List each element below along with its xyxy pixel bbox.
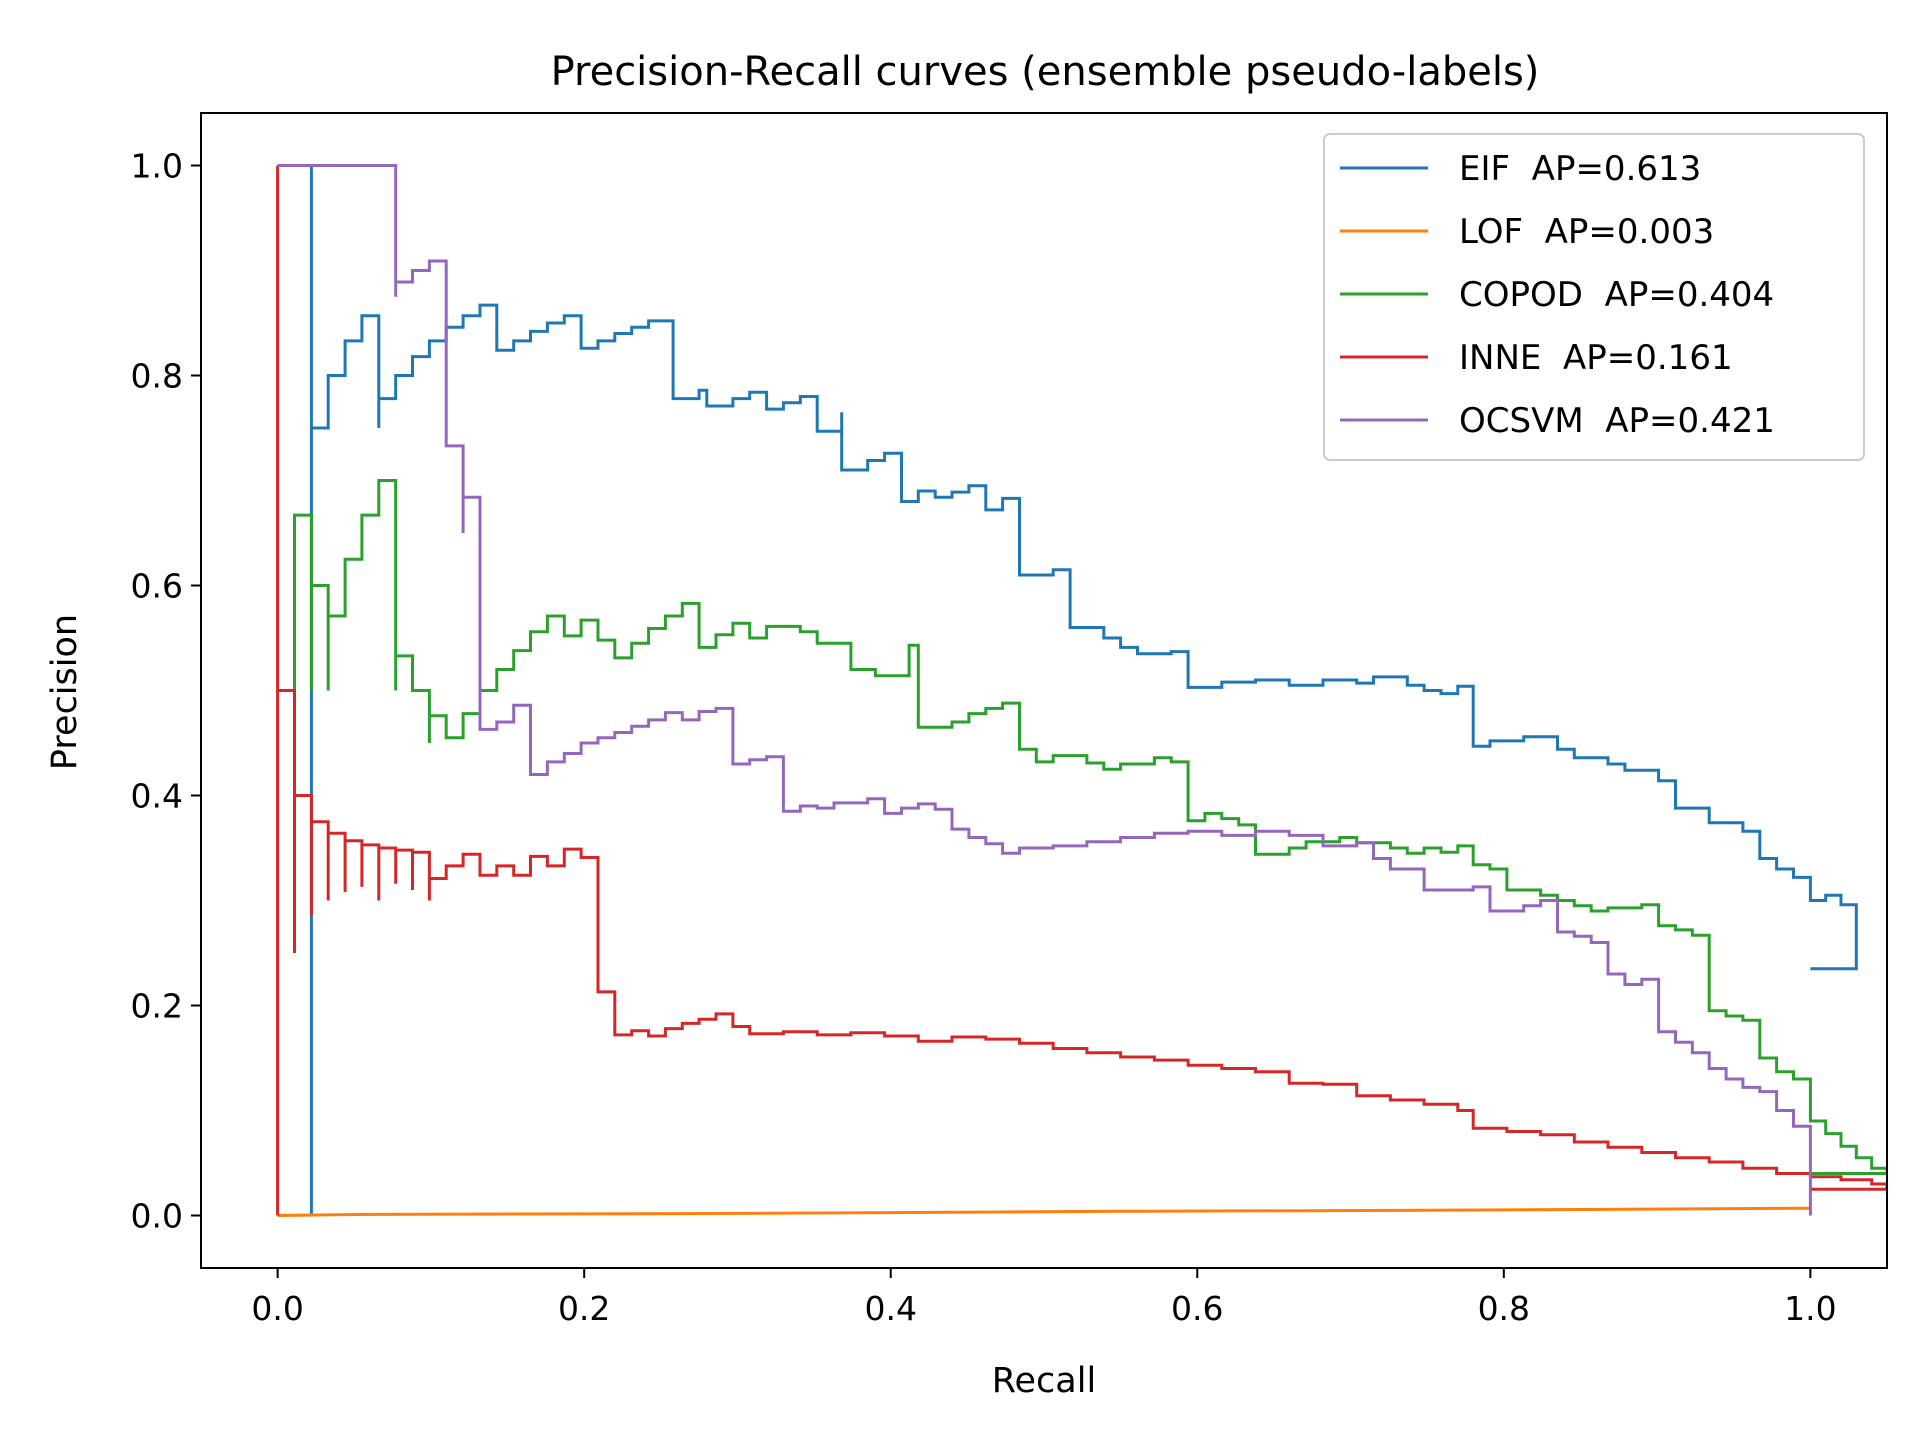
x-axis: 0.0 0.2 0.4 0.6 0.8 1.0 xyxy=(251,1268,1837,1328)
legend: EIF AP=0.613 LOF AP=0.003 COPOD AP=0.404 IN… xyxy=(1323,133,1865,461)
legend-label-copod: COPOD AP=0.404 xyxy=(1459,275,1774,315)
legend-label-eif: EIF AP=0.613 xyxy=(1459,149,1701,189)
x-tick-label: 0.4 xyxy=(864,1289,916,1328)
chart-title: Precision-Recall curves (ensemble pseudo… xyxy=(551,49,1540,95)
legend-label-inne: INNE AP=0.161 xyxy=(1459,338,1733,378)
axes-frame xyxy=(200,112,1888,1269)
y-tick-label: 1.0 xyxy=(131,147,183,186)
series-layer xyxy=(276,164,1887,1217)
x-axis-label: Recall xyxy=(992,1361,1096,1401)
series-line-ocsvm xyxy=(277,164,1812,1216)
series-line-inne xyxy=(276,165,1887,1216)
series-line-copod xyxy=(293,479,1887,1175)
y-tick-label: 0.2 xyxy=(131,987,183,1026)
y-axis-label: Precision xyxy=(45,614,85,770)
x-tick-label: 0.2 xyxy=(558,1289,610,1328)
x-tick-label: 0.8 xyxy=(1478,1289,1530,1328)
y-tick-label: 0.0 xyxy=(131,1197,183,1236)
y-tick-label: 0.6 xyxy=(131,567,183,606)
x-tick-label: 0.0 xyxy=(251,1289,303,1328)
series-line-eif xyxy=(309,165,1858,1216)
y-axis: 0.0 0.2 0.4 0.6 0.8 1.0 xyxy=(131,147,201,1236)
series-line-lof xyxy=(277,1206,1811,1217)
legend-box xyxy=(1323,133,1865,461)
x-tick-label: 0.6 xyxy=(1171,1289,1223,1328)
legend-label-lof: LOF AP=0.003 xyxy=(1459,212,1714,252)
legend-label-ocsvm: OCSVM AP=0.421 xyxy=(1459,401,1775,441)
y-tick-label: 0.4 xyxy=(131,777,183,816)
x-tick-label: 1.0 xyxy=(1784,1289,1836,1328)
y-tick-label: 0.8 xyxy=(131,357,183,396)
